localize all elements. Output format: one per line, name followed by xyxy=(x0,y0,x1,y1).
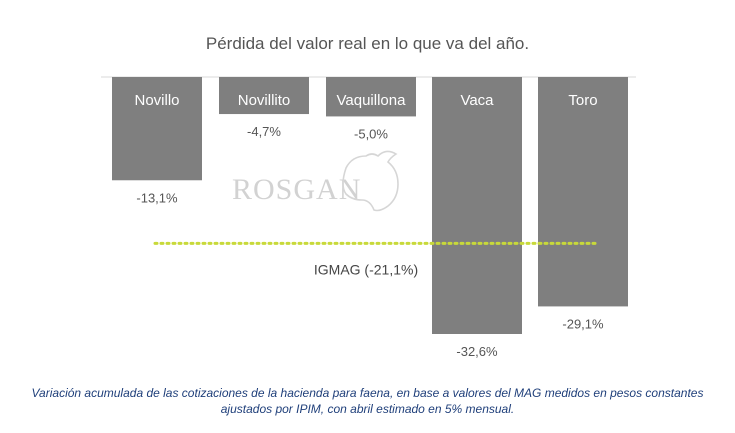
rosgan-watermark: ROSGAN xyxy=(232,150,399,212)
category-label-novillo: Novillo xyxy=(134,92,179,109)
category-label-novillito: Novillito xyxy=(238,92,291,109)
category-label-vaca: Vaca xyxy=(460,92,494,109)
bull-head-icon xyxy=(342,150,399,212)
category-label-vaquillona: Vaquillona xyxy=(337,92,407,109)
chart-title: Pérdida del valor real en lo que va del … xyxy=(205,34,530,53)
value-label-toro: -29,1% xyxy=(562,316,604,331)
watermark-text: ROSGAN xyxy=(232,173,361,206)
bar-vaquillona xyxy=(326,77,416,117)
bar-novillo xyxy=(112,77,202,181)
bar-novillito xyxy=(219,77,309,115)
value-label-novillo: -13,1% xyxy=(136,190,178,205)
igmag-reference-label: IGMAG (-21,1%) xyxy=(314,261,418,277)
value-label-vaquillona: -5,0% xyxy=(354,126,388,141)
bar-vaca xyxy=(432,77,522,334)
category-label-toro: Toro xyxy=(568,92,597,109)
bar-toro xyxy=(538,77,628,307)
footnote: Variación acumulada de las cotizaciones … xyxy=(31,386,704,416)
value-label-vaca: -32,6% xyxy=(456,344,498,359)
value-label-novillito: -4,7% xyxy=(247,124,281,139)
